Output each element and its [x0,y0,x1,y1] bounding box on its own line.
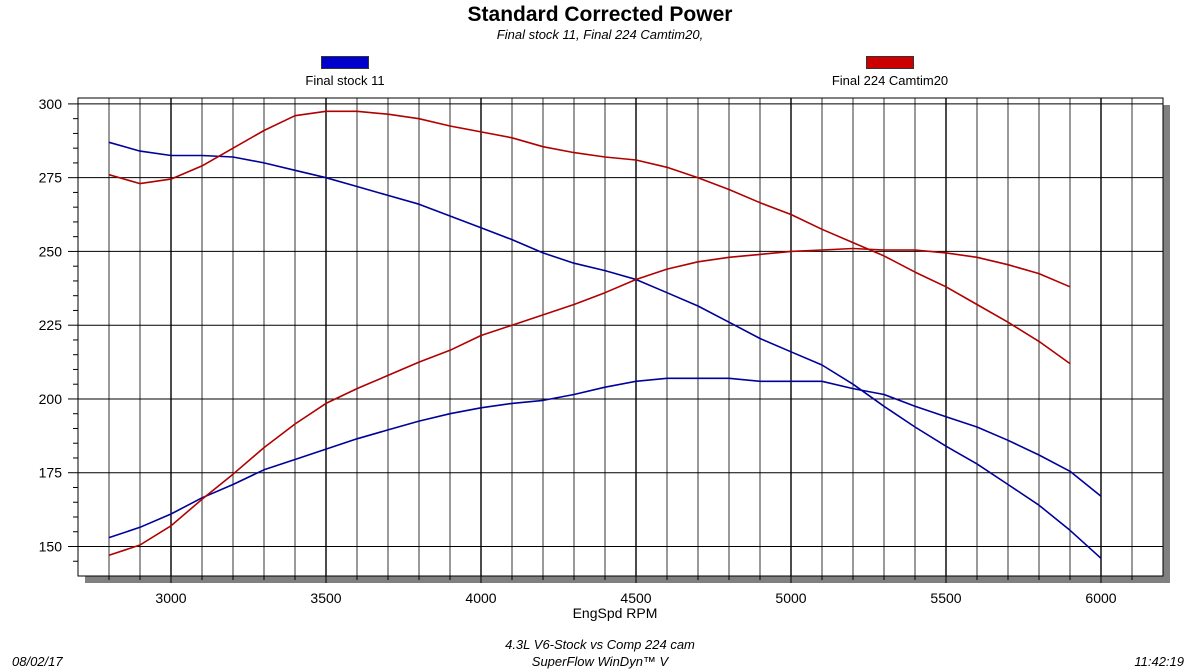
chart-title: Standard Corrected Power [467,3,733,26]
x-tick-label-4000: 4000 [465,590,496,606]
y-tick-label-175: 175 [39,465,63,481]
legend-item-stock: Final stock 11 [270,56,420,88]
footer-date: 08/02/17 [12,654,63,669]
y-tick-label-250: 250 [39,243,63,259]
y-tick-label-200: 200 [39,391,63,407]
y-tick-label-150: 150 [39,538,63,554]
tick-labels: 3000 3500 4000 4500 5000 5500 6000 150 175 200 225… [39,96,1117,606]
series-layer [108,110,1102,559]
y-tick-label-225: 225 [39,317,63,333]
plot-area [77,97,1164,577]
legend-label-stock: Final stock 11 [305,73,385,88]
minor-ticks [68,103,1133,583]
x-tick-label-6000: 6000 [1085,590,1116,606]
legend-swatch-stock [321,56,369,69]
x-tick-label-5000: 5000 [775,590,806,606]
x-tick-label-3500: 3500 [310,590,341,606]
legend-label-cam: Final 224 Camtim20 [831,73,949,88]
y-tick-label-300: 300 [39,96,63,112]
footer-software: SuperFlow WinDyn™ V [531,654,669,669]
series-line-0-torque [108,141,1102,559]
x-tick-label-4500: 4500 [620,590,651,606]
legend-item-cam: Final 224 Camtim20 [800,56,980,88]
series-line-3-power [108,247,1071,557]
legend-swatch-cam [866,56,914,69]
footer-time: 11:42:19 [1134,654,1184,669]
series-line-1-power [108,377,1102,539]
series-line-2-torque [108,110,1071,365]
chart-subtitle: Final stock 11, Final 224 Camtim20, [496,27,704,42]
plot-frame [77,97,1170,583]
x-tick-label-3000: 3000 [155,590,186,606]
y-tick-label-275: 275 [39,170,63,186]
x-axis-label: EngSpd RPM [573,605,658,621]
x-tick-label-5500: 5500 [930,590,961,606]
footer-description: 4.3L V6-Stock vs Comp 224 cam [505,637,695,652]
